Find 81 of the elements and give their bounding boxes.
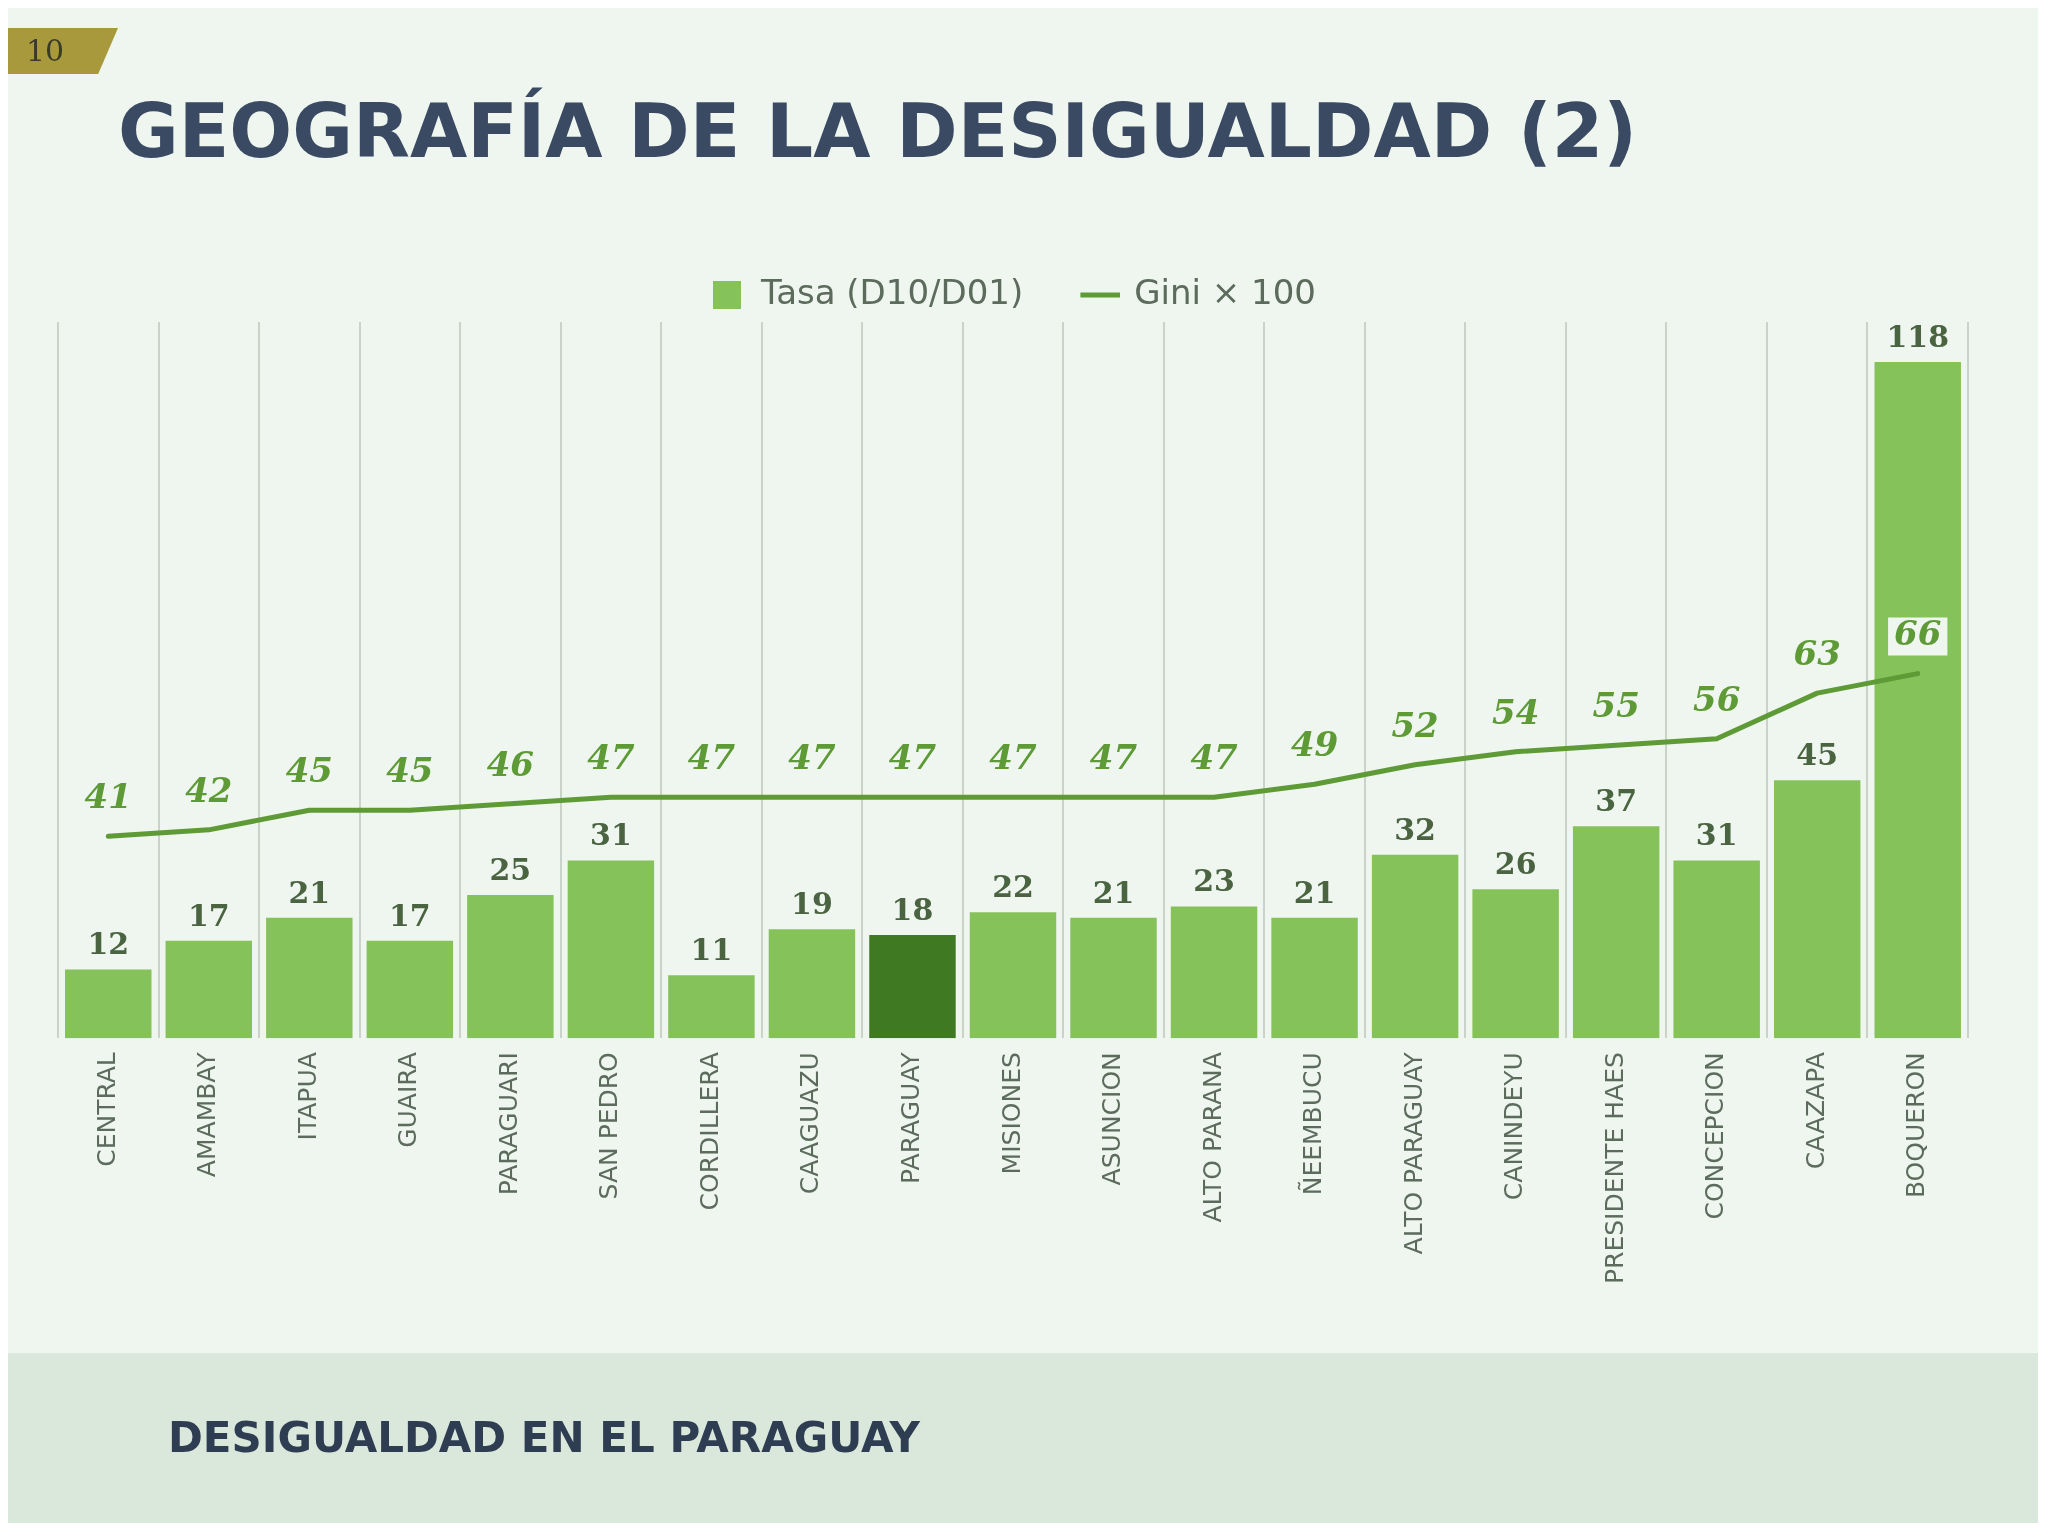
data-label: 21 bbox=[288, 874, 331, 910]
bar bbox=[65, 969, 152, 1039]
bar bbox=[567, 860, 655, 1039]
data-label: 22 bbox=[992, 868, 1034, 904]
data-label: 42 bbox=[185, 769, 233, 810]
data-label: 37 bbox=[1595, 782, 1638, 818]
chart-title: GEOGRAFÍA DE LA DESIGUALDAD (2) bbox=[118, 88, 1638, 174]
data-label: 55 bbox=[1592, 685, 1640, 726]
data-label: 31 bbox=[590, 817, 632, 853]
data-label: 47 bbox=[989, 737, 1037, 778]
data-label: 21 bbox=[1293, 874, 1336, 910]
bar bbox=[969, 912, 1057, 1039]
data-label: 32 bbox=[1394, 811, 1436, 847]
bar bbox=[165, 940, 253, 1039]
x-tick-label: SAN PEDRO bbox=[594, 1052, 624, 1200]
text: DESIGUALDAD EN EL PARAGUAY bbox=[168, 1413, 920, 1462]
data-label: 47 bbox=[1089, 737, 1138, 778]
data-label: 41 bbox=[84, 776, 132, 817]
data-label: 63 bbox=[1793, 632, 1841, 673]
data-label: 21 bbox=[1092, 874, 1135, 910]
x-tick-label: ASUNCION bbox=[1097, 1052, 1127, 1186]
data-label: 47 bbox=[587, 737, 635, 778]
data-label: 56 bbox=[1693, 678, 1741, 719]
bar bbox=[1773, 780, 1861, 1039]
bar bbox=[1371, 854, 1459, 1039]
x-tick-label: ITAPUA bbox=[292, 1052, 322, 1141]
bar bbox=[1070, 917, 1157, 1039]
x-tick-label: CONCEPCION bbox=[1700, 1052, 1730, 1220]
data-label: 17 bbox=[388, 897, 431, 933]
x-tick-label: BOQUERON bbox=[1901, 1052, 1931, 1199]
bar bbox=[668, 975, 755, 1039]
data-label: 45 bbox=[386, 750, 434, 791]
data-label: 46 bbox=[486, 743, 535, 784]
bar bbox=[1572, 826, 1660, 1039]
x-tick-label: CAAGUAZU bbox=[795, 1052, 825, 1195]
bar bbox=[366, 940, 454, 1039]
x-tick-label: ALTO PARANA bbox=[1197, 1052, 1227, 1223]
bar bbox=[1874, 362, 1961, 1039]
bar bbox=[1673, 860, 1760, 1039]
data-label: 47 bbox=[687, 737, 736, 778]
x-tick-label: AMAMBAY bbox=[192, 1051, 222, 1178]
legend-label: Gini × 100 bbox=[1134, 271, 1317, 312]
bar bbox=[1271, 917, 1358, 1039]
x-tick-label: ÑEEMBUCU bbox=[1297, 1052, 1328, 1196]
data-label: 47 bbox=[788, 737, 836, 778]
x-tick-label: PRESIDENTE HAES bbox=[1599, 1052, 1629, 1284]
data-label: 54 bbox=[1491, 691, 1540, 732]
data-label: 45 bbox=[1796, 737, 1839, 773]
data-label: 45 bbox=[285, 750, 333, 791]
bar bbox=[1170, 906, 1258, 1039]
data-label: 118 bbox=[1886, 318, 1950, 354]
data-label: 52 bbox=[1391, 704, 1439, 745]
data-label: 11 bbox=[690, 931, 733, 967]
data-label: 66 bbox=[1894, 613, 1942, 654]
data-label: 17 bbox=[187, 897, 230, 933]
x-tick-label: CORDILLERA bbox=[694, 1052, 724, 1211]
x-tick-label: ALTO PARAGUAY bbox=[1398, 1051, 1428, 1255]
data-label: 23 bbox=[1193, 863, 1235, 899]
data-label: 31 bbox=[1695, 817, 1738, 853]
x-tick-label: CAAZAPA bbox=[1800, 1052, 1830, 1170]
bar bbox=[1472, 889, 1559, 1039]
data-label: 12 bbox=[87, 926, 130, 962]
data-label: 49 bbox=[1290, 724, 1339, 765]
x-tick-label: CENTRAL bbox=[91, 1052, 121, 1167]
x-tick-label: PARAGUARI bbox=[493, 1052, 523, 1196]
data-label: 47 bbox=[888, 737, 937, 778]
data-label: 47 bbox=[1190, 737, 1239, 778]
x-tick-label: PARAGUAY bbox=[895, 1051, 925, 1184]
data-label: 26 bbox=[1494, 846, 1537, 882]
page-tag: 10 bbox=[8, 28, 118, 74]
bar bbox=[869, 935, 956, 1039]
bar bbox=[467, 894, 554, 1039]
bar bbox=[768, 929, 856, 1039]
data-label: 19 bbox=[791, 886, 833, 922]
x-tick-label: MISIONES bbox=[996, 1052, 1026, 1175]
data-label: 18 bbox=[891, 891, 934, 927]
bar bbox=[266, 917, 353, 1039]
x-tick-label: GUAIRA bbox=[393, 1052, 423, 1148]
data-label: 25 bbox=[489, 851, 532, 887]
x-tick-label: CANINDEYU bbox=[1499, 1052, 1529, 1201]
legend-label: Tasa (D10/D01) bbox=[760, 271, 1024, 312]
